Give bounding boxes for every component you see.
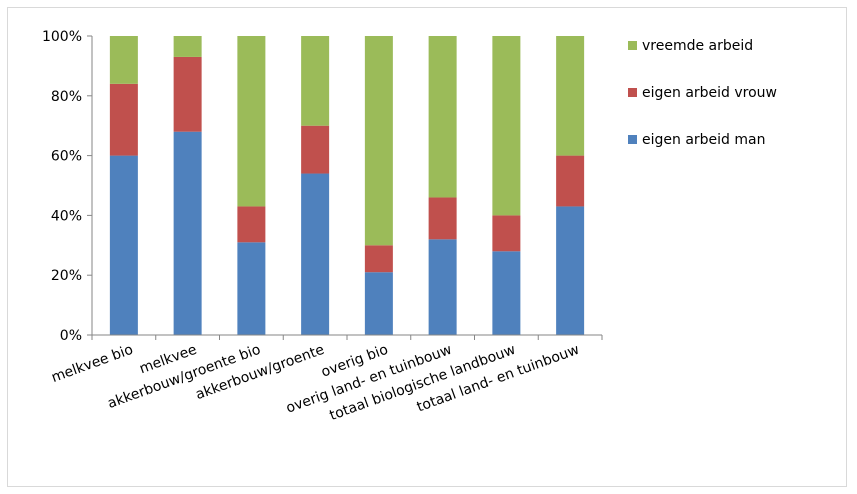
- bar-segment-eigen-arbeid-man: [428, 239, 457, 335]
- bar-segment-eigen-arbeid-man: [109, 155, 138, 335]
- bar-segment-eigen-arbeid-vrouw: [492, 215, 521, 252]
- bar-segment-vreemde-arbeid: [428, 36, 457, 198]
- legend-swatch: [628, 41, 637, 50]
- bar-segment-eigen-arbeid-man: [492, 251, 521, 335]
- bar-segment-eigen-arbeid-vrouw: [301, 125, 330, 174]
- y-tick-label: 100%: [42, 29, 82, 45]
- bar-segment-eigen-arbeid-vrouw: [556, 155, 585, 207]
- legend: vreemde arbeid eigen arbeid vrouw eigen ar…: [628, 38, 777, 148]
- legend-swatch: [628, 135, 637, 144]
- chart-frame: 0% 20% 40% 60% 80% 100% melkvee bio melkvee akk…: [7, 7, 847, 487]
- bar-segment-eigen-arbeid-vrouw: [109, 83, 138, 156]
- bar-segment-vreemde-arbeid: [364, 36, 393, 246]
- stacked-bar-chart: 0% 20% 40% 60% 80% 100% melkvee bio melkveeakk…: [42, 29, 777, 424]
- bars: [109, 36, 585, 335]
- bar-segment-vreemde-arbeid: [556, 36, 585, 156]
- x-category-label: melkvee bio: [49, 342, 135, 386]
- bar-segment-eigen-arbeid-vrouw: [237, 206, 266, 243]
- bar-segment-vreemde-arbeid: [109, 36, 138, 84]
- y-tick-label: 0%: [60, 328, 82, 344]
- bar-segment-eigen-arbeid-man: [364, 272, 393, 335]
- bar-segment-eigen-arbeid-vrouw: [173, 56, 202, 132]
- legend-label: eigen arbeid vrouw: [642, 85, 777, 101]
- bar-segment-eigen-arbeid-man: [173, 131, 202, 335]
- bar-segment-eigen-arbeid-man: [237, 242, 266, 335]
- legend-label: eigen arbeid man: [642, 132, 765, 148]
- legend-swatch: [628, 88, 637, 97]
- bar-segment-eigen-arbeid-vrouw: [364, 245, 393, 273]
- y-tick-label: 60%: [51, 149, 82, 165]
- y-tick-label: 20%: [51, 268, 82, 284]
- legend-label: vreemde arbeid: [642, 38, 753, 54]
- y-tick-label: 80%: [51, 89, 82, 105]
- bar-segment-eigen-arbeid-man: [556, 206, 585, 335]
- bar-segment-vreemde-arbeid: [492, 36, 521, 216]
- y-tick-label: 40%: [51, 208, 82, 224]
- bar-segment-vreemde-arbeid: [173, 36, 202, 57]
- bar-segment-eigen-arbeid-man: [301, 173, 330, 335]
- bar-segment-eigen-arbeid-vrouw: [428, 197, 457, 240]
- bar-segment-vreemde-arbeid: [237, 36, 266, 207]
- bar-segment-vreemde-arbeid: [301, 36, 330, 126]
- y-axis: 0% 20% 40% 60% 80% 100%: [42, 29, 93, 344]
